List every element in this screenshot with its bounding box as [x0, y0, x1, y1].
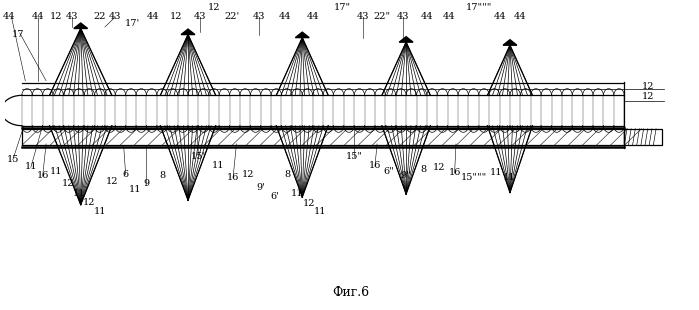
- Text: 6: 6: [122, 170, 129, 179]
- Text: 17': 17': [125, 20, 140, 29]
- Text: 11: 11: [291, 188, 303, 197]
- Polygon shape: [74, 23, 87, 29]
- Text: 22": 22": [373, 12, 391, 21]
- Text: 43: 43: [396, 12, 409, 21]
- Text: 11: 11: [94, 207, 106, 216]
- Text: 43: 43: [357, 12, 370, 21]
- Text: 43: 43: [253, 12, 266, 21]
- Text: 17""": 17""": [466, 3, 492, 12]
- Text: Фиг.6: Фиг.6: [332, 286, 369, 299]
- Bar: [624, 129, 662, 145]
- Text: 11: 11: [314, 207, 326, 216]
- Text: 8: 8: [284, 170, 290, 179]
- Text: 9: 9: [143, 179, 150, 188]
- Text: 12: 12: [106, 177, 119, 186]
- Text: 44: 44: [31, 12, 44, 21]
- Polygon shape: [296, 32, 309, 38]
- Text: 44: 44: [279, 12, 291, 21]
- Text: 15""": 15""": [461, 173, 487, 182]
- Text: 12: 12: [242, 170, 254, 179]
- Text: 16: 16: [369, 161, 381, 170]
- Text: 12: 12: [433, 163, 445, 172]
- Text: 43: 43: [194, 12, 206, 21]
- Text: 22': 22': [224, 12, 239, 21]
- Text: 12: 12: [208, 3, 220, 12]
- Text: 9': 9': [257, 183, 265, 192]
- Text: 43: 43: [66, 12, 79, 21]
- Text: 6': 6': [270, 192, 279, 201]
- Text: 15': 15': [191, 152, 206, 161]
- Text: 44: 44: [514, 12, 526, 21]
- Text: 12: 12: [50, 12, 63, 21]
- Text: 11: 11: [212, 161, 224, 170]
- Text: 16: 16: [36, 171, 49, 180]
- Polygon shape: [503, 40, 517, 45]
- Bar: [22, 129, 624, 145]
- Text: 12: 12: [82, 198, 95, 207]
- Text: 43: 43: [109, 12, 122, 21]
- Text: 17": 17": [334, 3, 351, 12]
- Text: 15": 15": [346, 152, 363, 161]
- Text: 12: 12: [170, 12, 182, 21]
- Text: 15: 15: [7, 155, 19, 164]
- Text: 11: 11: [24, 162, 37, 171]
- Text: 22: 22: [94, 12, 106, 21]
- Text: 11: 11: [129, 185, 141, 194]
- Text: 44: 44: [421, 12, 433, 21]
- Text: 12: 12: [62, 179, 75, 188]
- Text: 6": 6": [384, 167, 394, 176]
- Text: 11: 11: [73, 188, 85, 197]
- Text: 44: 44: [442, 12, 455, 21]
- Text: 12: 12: [642, 82, 654, 91]
- Text: 8: 8: [159, 171, 166, 180]
- Text: 9": 9": [401, 171, 412, 180]
- Text: 16: 16: [448, 168, 461, 177]
- Text: 11: 11: [490, 168, 503, 177]
- Text: 12: 12: [303, 199, 315, 208]
- Text: 44: 44: [147, 12, 159, 21]
- Text: 44: 44: [306, 12, 319, 21]
- Text: 16: 16: [227, 173, 239, 182]
- Polygon shape: [181, 29, 195, 35]
- Text: 44: 44: [493, 12, 506, 21]
- Text: 11: 11: [503, 173, 515, 182]
- Text: 12: 12: [642, 92, 654, 101]
- Text: 8: 8: [420, 165, 426, 174]
- Text: 17: 17: [12, 30, 24, 39]
- Text: 11: 11: [50, 167, 63, 176]
- Text: 44: 44: [3, 12, 15, 21]
- Polygon shape: [399, 37, 413, 42]
